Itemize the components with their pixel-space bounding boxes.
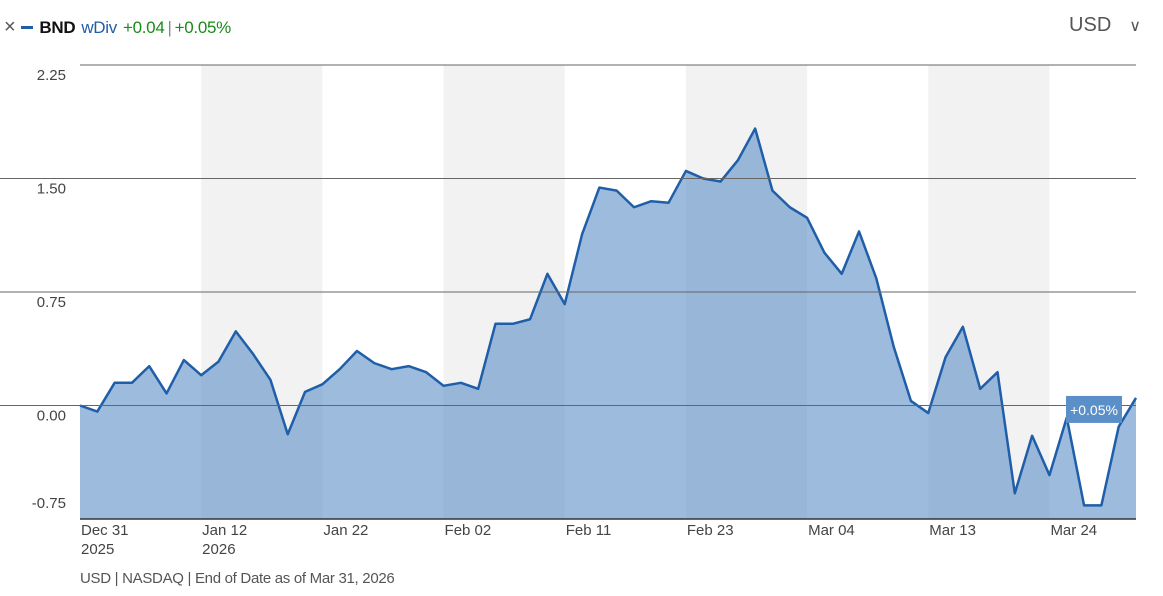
- currency-select[interactable]: USD ∨: [1069, 14, 1141, 37]
- change-pct: +0.05%: [174, 17, 232, 37]
- value-label: +0.05%: [1070, 402, 1118, 418]
- separator: |: [167, 17, 172, 37]
- value-label-box: [1066, 395, 1122, 423]
- change: +0.04: [122, 17, 165, 37]
- legend: × BND wDiv +0.04 | +0.05%: [4, 16, 231, 39]
- close-button[interactable]: ×: [4, 16, 16, 38]
- x-tick-label: Dec 31: [81, 522, 129, 539]
- x-year-label: 2025: [81, 541, 114, 558]
- dropdown-icon: ∨: [1129, 18, 1141, 35]
- y-tick-label: 1.50: [37, 181, 66, 198]
- y-tick-label: -0.75: [32, 495, 66, 512]
- line: [79, 127, 1138, 507]
- mode: wDiv: [81, 17, 117, 37]
- x-tick-label: Mar 13: [929, 522, 976, 539]
- currency: USD: [1069, 14, 1112, 36]
- area: [80, 128, 1136, 519]
- x-tick-label: Mar 24: [1050, 522, 1097, 539]
- x-tick-label: Feb 02: [445, 522, 492, 539]
- y-tick-label: 0.75: [37, 294, 66, 311]
- x-tick-label: Jan 22: [323, 522, 368, 539]
- x-tick-label: Feb 11: [566, 522, 612, 539]
- y-tick-label: 2.25: [37, 67, 66, 84]
- x-tick-label: Jan 12: [202, 522, 247, 539]
- legend-swatch: [21, 26, 34, 29]
- x-year-label: 2026: [202, 541, 235, 558]
- symbol: BND: [39, 17, 76, 37]
- y-tick-label: 0.00: [37, 408, 66, 425]
- x-tick-label: Mar 04: [808, 522, 855, 539]
- footer: USD | NASDAQ | End of Date as of Mar 31,…: [80, 570, 395, 587]
- x-tick-label: Feb 23: [687, 522, 734, 539]
